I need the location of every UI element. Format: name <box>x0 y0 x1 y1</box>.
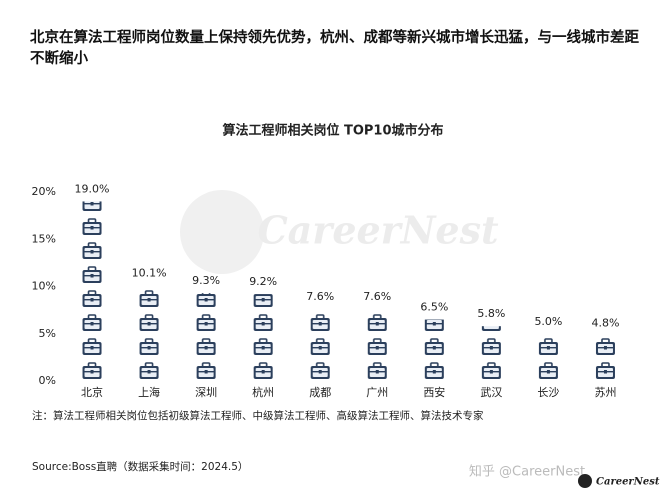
y-tick-label: 0% <box>39 374 56 387</box>
bar <box>81 201 104 381</box>
bar <box>195 293 218 381</box>
watermark-logo <box>180 190 264 274</box>
y-tick-label: 15% <box>32 232 56 245</box>
value-label: 5.0% <box>534 315 562 328</box>
note: 注：算法工程师相关岗位包括初级算法工程师、中级算法工程师、高级算法工程师、算法技… <box>32 409 484 422</box>
bar <box>366 309 389 381</box>
x-tick-label: 长沙 <box>537 386 559 399</box>
value-label: 9.3% <box>192 274 220 287</box>
value-label: 7.6% <box>306 290 334 303</box>
footer-brand: CareerNest <box>596 477 660 488</box>
bar <box>423 319 446 381</box>
value-label: 4.8% <box>591 317 619 330</box>
bar <box>594 335 617 381</box>
source: Source:Boss直聘（数据采集时间：2024.5） <box>32 460 248 473</box>
value-label: 7.6% <box>363 290 391 303</box>
bar <box>309 309 332 381</box>
bar <box>252 294 275 381</box>
x-tick-label: 广州 <box>366 386 388 399</box>
footer-platform: 知乎 @CareerNest <box>469 464 585 480</box>
value-label: 9.2% <box>249 275 277 288</box>
value-label: 10.1% <box>132 267 167 280</box>
y-tick-label: 20% <box>32 185 56 198</box>
y-tick-label: 10% <box>32 280 56 293</box>
watermark: CareerNest <box>257 208 499 253</box>
headline: 北京在算法工程师岗位数量上保持领先优势，杭州、成都等新兴城市增长迅猛，与一线城市… <box>30 30 639 67</box>
x-tick-label: 成都 <box>309 386 331 399</box>
x-tick-label: 苏州 <box>594 386 616 399</box>
bar <box>138 285 161 381</box>
x-tick-label: 深圳 <box>195 386 217 399</box>
value-label: 6.5% <box>420 301 448 314</box>
bar <box>537 333 560 381</box>
x-tick-label: 杭州 <box>252 385 274 399</box>
value-label: 19.0% <box>75 182 110 195</box>
value-label: 5.8% <box>477 307 505 320</box>
bar <box>480 326 503 381</box>
chart-title: 算法工程师相关岗位 TOP10城市分布 <box>222 123 443 139</box>
x-tick-label: 武汉 <box>480 386 502 399</box>
x-tick-label: 上海 <box>138 385 160 399</box>
y-tick-label: 5% <box>39 327 56 340</box>
x-tick-label: 北京 <box>81 385 103 399</box>
footer-logo <box>578 474 592 488</box>
headline-box: 北京在算法工程师岗位数量上保持领先优势，杭州、成都等新兴城市增长迅猛，与一线城市… <box>30 30 639 67</box>
x-tick-label: 西安 <box>423 385 445 399</box>
